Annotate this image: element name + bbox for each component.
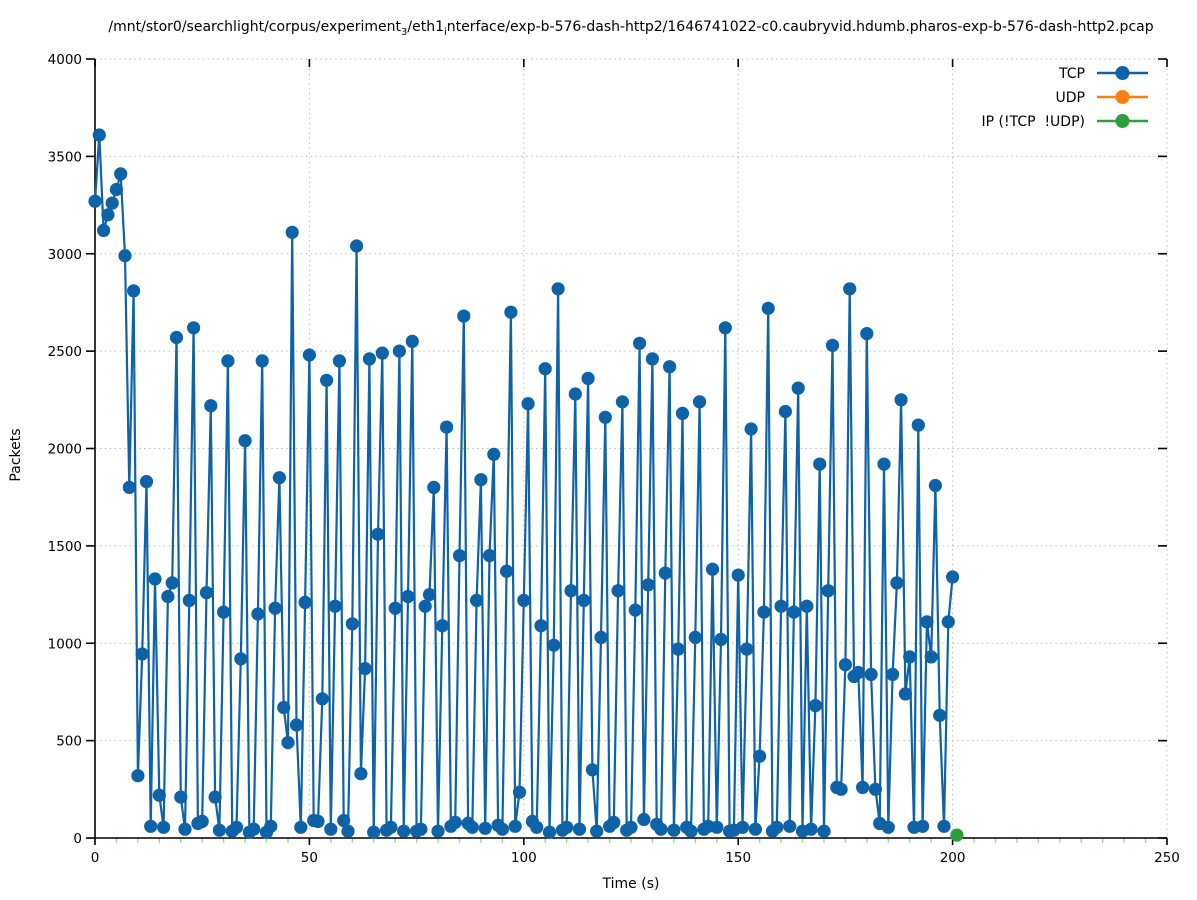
svg-text:1000: 1000 <box>48 636 82 652</box>
chart-title: /mnt/stor0/searchlight/corpus/experiment… <box>108 19 1153 38</box>
axis-major-ticks <box>86 58 1168 845</box>
svg-text:3000: 3000 <box>48 247 82 263</box>
series-ip-tcp-udp <box>950 828 964 842</box>
legend: TCP UDP IP (!TCP !UDP) <box>982 66 1148 130</box>
svg-text:200: 200 <box>940 850 966 866</box>
y-tick-labels: 0 500 1000 1500 2000 2500 3000 3500 4000 <box>48 52 82 847</box>
legend-entry-0: TCP <box>1058 66 1148 82</box>
svg-text:0: 0 <box>91 850 100 866</box>
svg-text:1500: 1500 <box>48 539 82 555</box>
svg-text:250: 250 <box>1154 850 1180 866</box>
title-subscript: 3 <box>401 26 408 38</box>
svg-text:500: 500 <box>56 734 82 750</box>
legend-marker <box>1115 114 1130 128</box>
legend-label: TCP <box>1058 66 1085 82</box>
title-text: nterface/exp-b-576-dash-http2/1646741022… <box>446 19 1154 35</box>
legend-entry-1: UDP <box>1056 90 1148 106</box>
legend-marker <box>1115 90 1130 104</box>
title-text: /mnt/stor0/searchlight/corpus/experiment <box>108 19 402 35</box>
svg-text:0: 0 <box>73 831 82 847</box>
legend-marker <box>1115 66 1130 80</box>
title-subscript: i <box>444 26 447 38</box>
svg-text:4000: 4000 <box>48 52 82 68</box>
svg-text:100: 100 <box>511 850 537 866</box>
svg-text:150: 150 <box>725 850 751 866</box>
x-tick-labels: 0 50 100 150 200 250 <box>91 850 1180 866</box>
svg-text:3500: 3500 <box>48 149 82 165</box>
x-axis-label: Time (s) <box>602 876 660 892</box>
legend-label: UDP <box>1056 90 1085 106</box>
title-text: /eth1 <box>407 19 444 35</box>
svg-text:2000: 2000 <box>48 442 82 458</box>
x-axis-minor-ticks <box>115 838 1147 843</box>
legend-label: IP (!TCP !UDP) <box>982 114 1086 130</box>
svg-text:2500: 2500 <box>48 344 82 360</box>
legend-entry-2: IP (!TCP !UDP) <box>982 114 1148 130</box>
series-tcp <box>88 128 960 839</box>
svg-text:50: 50 <box>301 850 318 866</box>
